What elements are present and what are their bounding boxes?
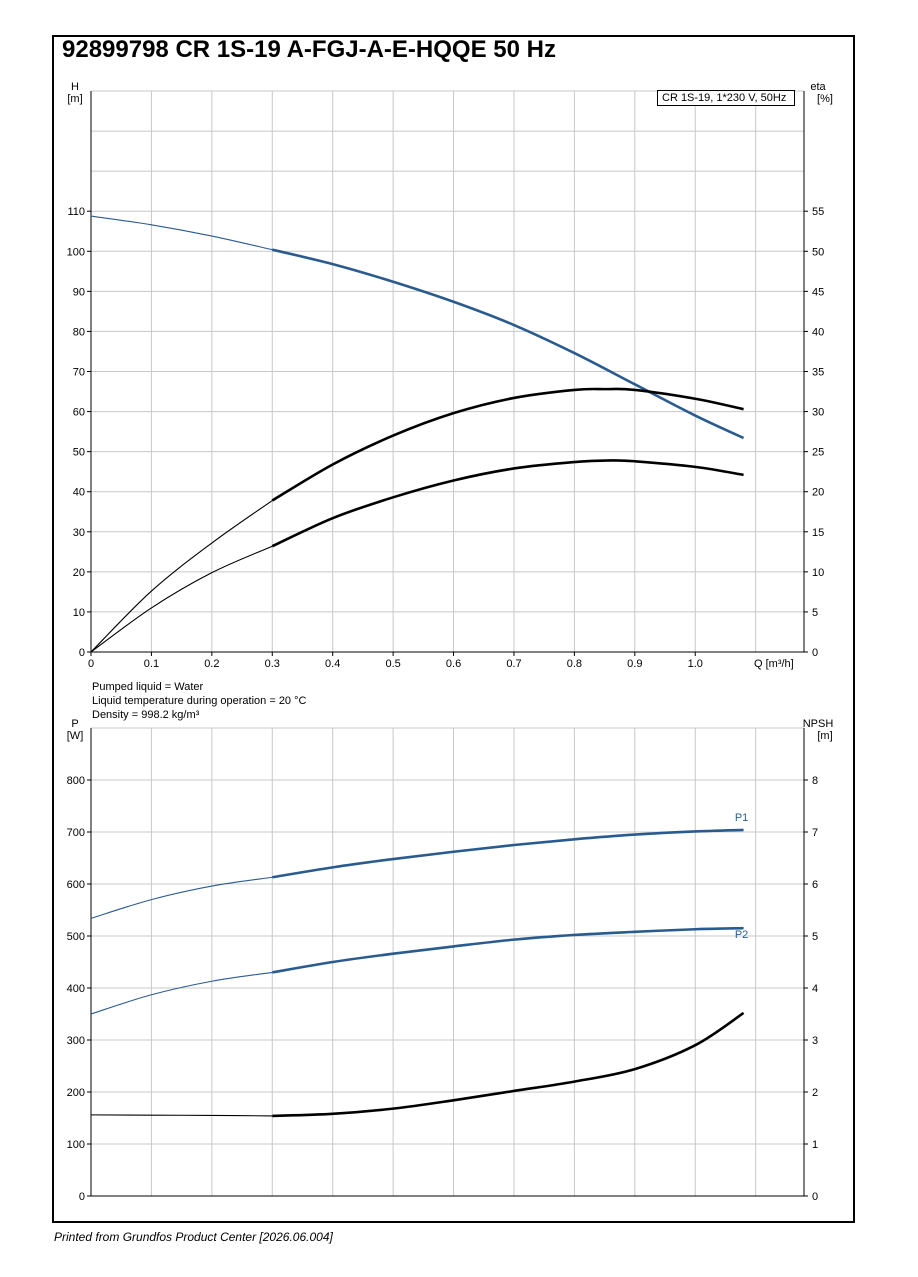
p1-right-tick-label: 10 xyxy=(812,567,824,579)
p2-right-tick-label: 2 xyxy=(812,1087,818,1099)
p2-right-tick-label: 4 xyxy=(812,983,818,995)
p2-left-axis-unit: [W] xyxy=(67,730,84,742)
p1-x-tick-label: 0.9 xyxy=(627,658,642,670)
info-pumped-liquid: Pumped liquid = Water xyxy=(92,681,204,693)
info-liquid-temperature: Liquid temperature during operation = 20… xyxy=(92,695,307,707)
p1-left-tick-label: 20 xyxy=(73,567,85,579)
p1-right-axis-symbol: eta xyxy=(810,81,826,93)
p1-x-tick-label: 0 xyxy=(88,658,94,670)
p2-left-tick-label: 500 xyxy=(67,931,85,943)
p1-series-0-line-thin xyxy=(90,215,273,251)
p2-right-tick-label: 6 xyxy=(812,879,818,891)
p2-left-tick-label: 300 xyxy=(67,1035,85,1047)
p2-left-axis-symbol: P xyxy=(71,718,78,730)
p1-x-tick-label: 0.3 xyxy=(265,658,280,670)
p1-series-0-line xyxy=(271,248,745,440)
p1-left-axis-symbol: H xyxy=(71,81,79,93)
p1-right-tick-label: 45 xyxy=(812,286,824,298)
p1-right-tick-label: 5 xyxy=(812,607,818,619)
p1-right-tick-label: 30 xyxy=(812,407,824,419)
p2-series-2-line xyxy=(272,1011,745,1118)
p1-right-tick-label: 35 xyxy=(812,367,824,379)
p2-right-tick-label: 3 xyxy=(812,1035,818,1047)
p2-left-tick-label: 100 xyxy=(67,1139,85,1151)
p2-series-p1-line-thin xyxy=(90,876,273,919)
p1-left-tick-label: 0 xyxy=(79,647,85,659)
p1-left-tick-label: 100 xyxy=(67,246,85,258)
p2-left-tick-label: 0 xyxy=(79,1191,85,1203)
p1-right-tick-label: 15 xyxy=(812,527,824,539)
p2-series-p1-line xyxy=(272,828,744,879)
chart-legend: CR 1S-19, 1*230 V, 50Hz xyxy=(657,90,795,106)
p1-right-tick-label: 55 xyxy=(812,206,824,218)
p1-right-tick-label: 0 xyxy=(812,647,818,659)
p2-series-2-line-thin xyxy=(90,1114,273,1117)
p1-left-tick-label: 90 xyxy=(73,286,85,298)
p2-right-tick-label: 7 xyxy=(812,827,818,839)
p2-left-tick-label: 700 xyxy=(67,827,85,839)
p2-right-tick-label: 8 xyxy=(812,775,818,787)
p2-right-axis-unit: [m] xyxy=(817,730,832,742)
p2-left-tick-label: 600 xyxy=(67,879,85,891)
p2-right-axis-symbol: NPSH xyxy=(803,718,834,730)
p2-series-p2-label: P2 xyxy=(735,929,748,941)
p1-left-tick-label: 50 xyxy=(73,447,85,459)
p1-series-1-line-thin xyxy=(90,500,273,653)
p1-x-axis-label: Q [m³/h] xyxy=(754,658,794,670)
footer-note: Printed from Grundfos Product Center [20… xyxy=(54,1230,333,1244)
page-frame xyxy=(52,35,855,1223)
p1-left-tick-label: 80 xyxy=(73,326,85,338)
p2-left-tick-label: 800 xyxy=(67,775,85,787)
p2-series-p2-line xyxy=(272,926,744,974)
p1-x-tick-label: 0.7 xyxy=(506,658,521,670)
p1-left-axis-unit: [m] xyxy=(67,93,82,105)
legend-label: CR 1S-19, 1*230 V, 50Hz xyxy=(662,92,787,104)
p1-series-2-line xyxy=(271,459,744,548)
p1-left-tick-label: 70 xyxy=(73,367,85,379)
p2-right-tick-label: 1 xyxy=(812,1139,818,1151)
p1-right-axis-unit: [%] xyxy=(817,93,833,105)
p2-series-p2-line-thin xyxy=(90,971,273,1015)
p2-series-p1-label: P1 xyxy=(735,812,748,824)
p1-series-1-line xyxy=(271,387,744,502)
p1-right-tick-label: 20 xyxy=(812,487,824,499)
p2-right-tick-label: 0 xyxy=(812,1191,818,1203)
p1-right-tick-label: 40 xyxy=(812,326,824,338)
p1-left-tick-label: 60 xyxy=(73,407,85,419)
p1-left-tick-label: 40 xyxy=(73,487,85,499)
info-density: Density = 998.2 kg/m³ xyxy=(92,709,200,721)
p1-x-tick-label: 1.0 xyxy=(688,658,703,670)
p1-left-tick-label: 110 xyxy=(67,206,85,218)
p1-x-tick-label: 0.8 xyxy=(567,658,582,670)
p1-x-tick-label: 0.1 xyxy=(144,658,159,670)
p1-right-tick-label: 50 xyxy=(812,246,824,258)
p1-left-tick-label: 30 xyxy=(73,527,85,539)
p1-x-tick-label: 0.5 xyxy=(385,658,400,670)
p1-x-tick-label: 0.2 xyxy=(204,658,219,670)
page-title: 92899798 CR 1S-19 A-FGJ-A-E-HQQE 50 Hz xyxy=(62,36,556,63)
p2-right-tick-label: 5 xyxy=(812,931,818,943)
p1-right-tick-label: 25 xyxy=(812,447,824,459)
p1-series-2-line-thin xyxy=(90,545,273,653)
p1-x-tick-label: 0.4 xyxy=(325,658,340,670)
p1-left-tick-label: 10 xyxy=(73,607,85,619)
p2-left-tick-label: 400 xyxy=(67,983,85,995)
p1-x-tick-label: 0.6 xyxy=(446,658,461,670)
p2-left-tick-label: 200 xyxy=(67,1087,85,1099)
